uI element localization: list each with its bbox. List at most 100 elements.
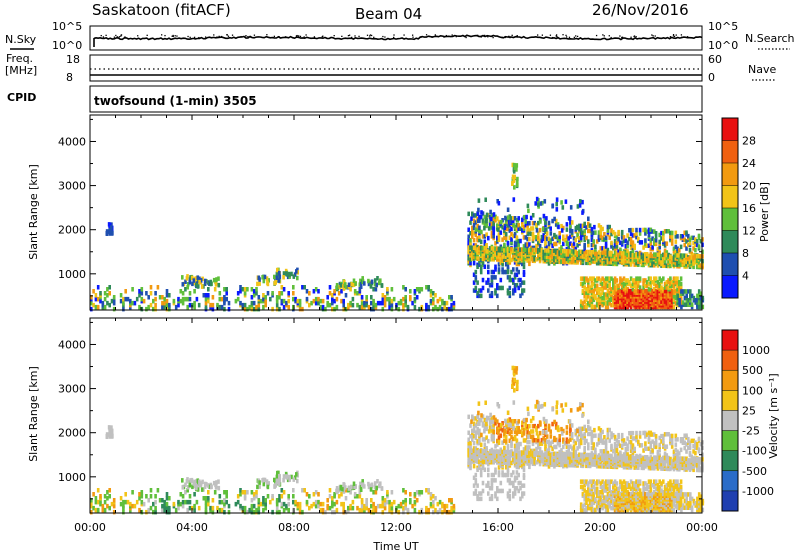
- velocity-cell: [585, 463, 588, 469]
- velocity-cell: [474, 491, 478, 496]
- power-cell: [531, 231, 535, 236]
- power-cell: [679, 253, 683, 258]
- velocity-cell: [381, 496, 385, 501]
- velocity-cell: [344, 488, 348, 493]
- velocity-cell: [402, 509, 405, 515]
- power-cell: [653, 276, 656, 281]
- power-cell: [513, 165, 517, 170]
- power-cell: [483, 226, 486, 231]
- power-cell: [317, 289, 320, 294]
- velocity-cell: [220, 507, 224, 513]
- velocity-cell: [547, 460, 551, 466]
- velocity-cell: [538, 451, 542, 456]
- power-cell: [667, 285, 670, 290]
- power-cell: [579, 199, 582, 204]
- power-cell: [517, 223, 520, 228]
- power-cell: [321, 304, 325, 310]
- power-cell: [472, 248, 476, 254]
- power-cell: [642, 285, 645, 290]
- power-cell: [590, 237, 594, 242]
- power-cell: [372, 304, 375, 310]
- power-cell: [680, 289, 683, 294]
- power-cell: [638, 240, 642, 245]
- power-cell: [619, 247, 622, 252]
- power-cell: [676, 253, 679, 258]
- power-cell: [694, 298, 697, 303]
- velocity-cell: [540, 441, 544, 446]
- power-cell: [683, 230, 686, 235]
- velocity-cell: [581, 452, 585, 458]
- power-cell: [647, 299, 651, 304]
- noise-dot: [115, 34, 117, 37]
- power-cell: [257, 295, 261, 300]
- power-cell: [506, 260, 510, 265]
- power-cell: [375, 282, 378, 288]
- power-cell: [599, 246, 603, 251]
- velocity-cell: [487, 480, 490, 486]
- power-cell: [615, 287, 619, 292]
- freq-panel-frame: [89, 54, 703, 82]
- velocity-cell: [570, 432, 574, 437]
- noise-dot: [266, 34, 268, 36]
- power-cell: [631, 227, 635, 233]
- power-cell: [511, 174, 515, 179]
- power-cell: [560, 228, 564, 233]
- power-cell: [372, 287, 375, 292]
- velocity-cell: [510, 419, 513, 424]
- noise-dot: [686, 36, 688, 39]
- velocity-cell: [282, 478, 285, 483]
- power-cell: [594, 294, 597, 299]
- power-cell: [467, 238, 470, 243]
- velocity-cell: [119, 496, 123, 501]
- power-cell: [425, 302, 428, 308]
- velocity-cell: [515, 426, 519, 431]
- power-cell: [506, 288, 510, 293]
- velocity-cell: [485, 452, 488, 457]
- power-cell: [587, 283, 590, 288]
- power-cell: [628, 288, 631, 294]
- power-cell: [549, 238, 553, 243]
- power-cell: [612, 302, 615, 308]
- noise-dot: [633, 35, 636, 37]
- velocity-cell: [481, 463, 485, 469]
- velocity-cell: [576, 454, 579, 459]
- power-cell: [551, 253, 554, 258]
- power-cell: [328, 285, 332, 290]
- velocity-cell: [207, 490, 210, 495]
- power-cell: [479, 293, 483, 299]
- power-cell: [236, 291, 240, 296]
- velocity-cell: [335, 488, 338, 494]
- velocity-cell: [497, 488, 501, 494]
- velocity-cell: [490, 480, 494, 486]
- power-cell: [604, 285, 608, 290]
- velocity-cell: [479, 455, 483, 460]
- velocity-cell: [145, 509, 148, 515]
- power-cell: [615, 240, 619, 246]
- power-cell: [569, 249, 572, 254]
- power-cell: [149, 302, 153, 308]
- velocity-cell: [488, 424, 492, 430]
- velocity-cell: [390, 505, 394, 511]
- velocity-cell: [262, 499, 265, 505]
- power-cell: [647, 276, 651, 281]
- power-cell: [583, 221, 586, 227]
- power-cell: [599, 292, 603, 297]
- power-cell: [696, 298, 699, 303]
- power-cell: [531, 213, 535, 218]
- power-cell: [658, 252, 661, 257]
- velocity-cell: [590, 453, 594, 458]
- power-cell: [264, 298, 267, 304]
- velocity-cell: [579, 430, 583, 435]
- velocity-cell: [243, 505, 247, 511]
- power-cell: [594, 251, 597, 257]
- velocity-cell: [236, 499, 240, 505]
- power-cell: [490, 212, 494, 218]
- power-cell: [672, 294, 676, 299]
- velocity-cell: [554, 421, 558, 427]
- power-cell: [619, 240, 622, 245]
- power-cell: [537, 220, 540, 226]
- power-cell: [674, 280, 678, 285]
- velocity-cell: [497, 435, 501, 440]
- power-cell: [474, 269, 478, 275]
- power-cell: [553, 241, 556, 247]
